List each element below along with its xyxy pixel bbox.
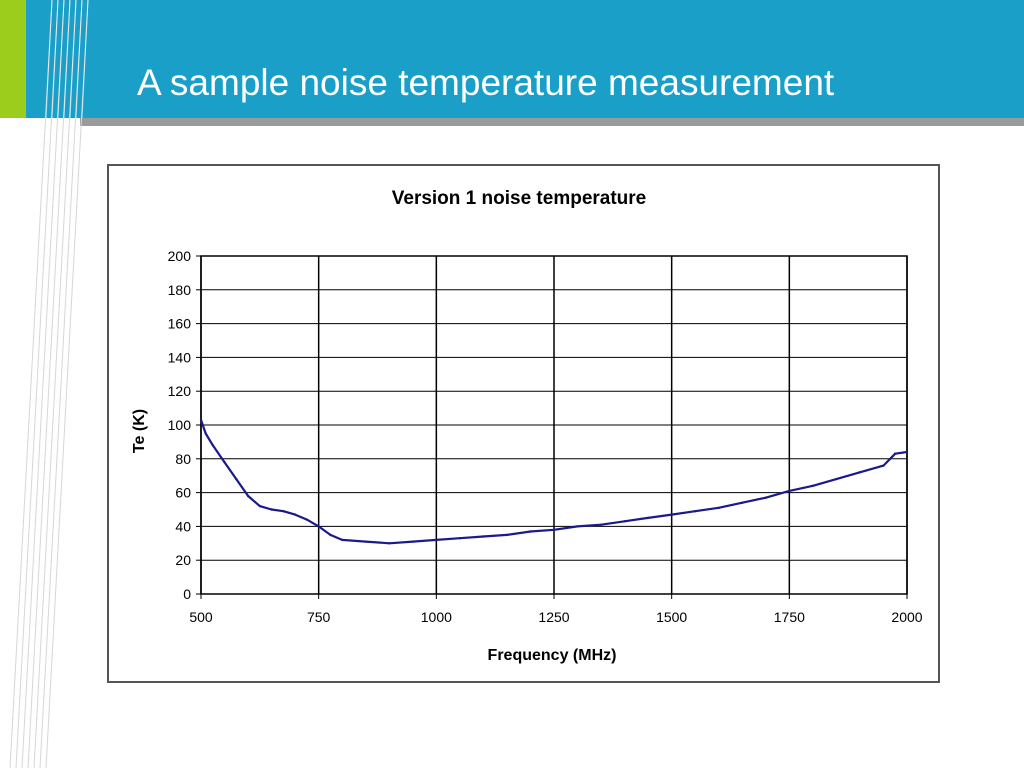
x-tick-label-3: 1250 bbox=[538, 609, 569, 625]
data-point bbox=[882, 464, 885, 467]
data-point bbox=[204, 432, 207, 435]
y-tick-label-8: 160 bbox=[168, 316, 192, 332]
data-point bbox=[576, 525, 579, 528]
data-point bbox=[858, 471, 862, 474]
data-point bbox=[894, 452, 897, 455]
y-tick-label-5: 100 bbox=[168, 417, 192, 433]
chart-frame: Version 1 noise temperature 0 20 40 60 80 100… bbox=[107, 164, 940, 683]
data-point bbox=[235, 477, 238, 481]
data-point bbox=[788, 489, 791, 493]
y-tick-label-10: 200 bbox=[168, 248, 192, 264]
accent-tab bbox=[0, 0, 26, 118]
data-point bbox=[223, 461, 226, 464]
data-point bbox=[717, 506, 720, 509]
data-point bbox=[670, 513, 673, 516]
data-point bbox=[905, 450, 909, 454]
data-point bbox=[258, 504, 261, 508]
data-point bbox=[435, 538, 438, 542]
data-point bbox=[199, 418, 203, 422]
y-tick-label-3: 60 bbox=[175, 485, 191, 501]
slide-title: A sample noise temperature measurement bbox=[137, 62, 835, 103]
data-point bbox=[529, 530, 532, 533]
decorative-lines bbox=[9, 0, 89, 768]
data-point bbox=[364, 540, 367, 543]
x-tick-label-2: 1000 bbox=[421, 609, 452, 625]
x-axis-label: Frequency (MHz) bbox=[488, 647, 617, 664]
x-tick-label-4: 1500 bbox=[656, 609, 687, 625]
data-point bbox=[270, 508, 273, 511]
x-tick-label-6: 2000 bbox=[891, 609, 922, 625]
data-point bbox=[835, 477, 838, 481]
x-tick-label-0: 500 bbox=[189, 609, 213, 625]
data-point bbox=[552, 528, 556, 531]
y-axis-label: Te (K) bbox=[131, 409, 148, 453]
y-tick-label-0: 0 bbox=[183, 586, 191, 602]
y-axis-ticks: 0 20 40 60 80 100 120 140 160 180 200 bbox=[168, 248, 201, 602]
data-point bbox=[694, 510, 697, 513]
x-tick-label-1: 750 bbox=[307, 609, 331, 625]
data-point bbox=[764, 496, 767, 499]
data-point bbox=[246, 494, 250, 498]
data-point bbox=[317, 525, 320, 528]
data-point bbox=[741, 501, 744, 504]
data-point bbox=[458, 537, 462, 540]
x-axis-ticks: 500 750 1000 1250 1500 1750 2000 bbox=[189, 594, 923, 625]
data-point bbox=[282, 510, 285, 513]
data-point bbox=[482, 535, 485, 538]
y-tick-label-4: 80 bbox=[175, 451, 191, 467]
data-point bbox=[341, 538, 344, 542]
chart-title: Version 1 noise temperature bbox=[392, 188, 647, 209]
data-point bbox=[623, 520, 626, 523]
data-point bbox=[293, 513, 297, 516]
data-point bbox=[211, 444, 214, 447]
header-band bbox=[0, 0, 1024, 118]
series-layer bbox=[199, 418, 909, 545]
x-tick-label-5: 1750 bbox=[774, 609, 805, 625]
data-point bbox=[305, 518, 309, 521]
y-tick-label-1: 20 bbox=[175, 552, 191, 568]
noise-temperature-chart: Version 1 noise temperature 0 20 40 60 80 100… bbox=[131, 188, 923, 664]
y-tick-label-9: 180 bbox=[168, 282, 192, 298]
y-tick-label-6: 120 bbox=[168, 383, 192, 399]
data-point bbox=[388, 542, 391, 545]
grid bbox=[200, 255, 908, 595]
header-rule bbox=[80, 118, 1024, 126]
data-point bbox=[811, 484, 815, 487]
data-point bbox=[329, 533, 332, 537]
data-point bbox=[646, 516, 650, 520]
data-point bbox=[411, 540, 414, 543]
data-point bbox=[505, 533, 509, 537]
y-tick-label-2: 40 bbox=[175, 518, 191, 534]
data-point bbox=[599, 523, 603, 526]
y-tick-label-7: 140 bbox=[168, 349, 192, 365]
